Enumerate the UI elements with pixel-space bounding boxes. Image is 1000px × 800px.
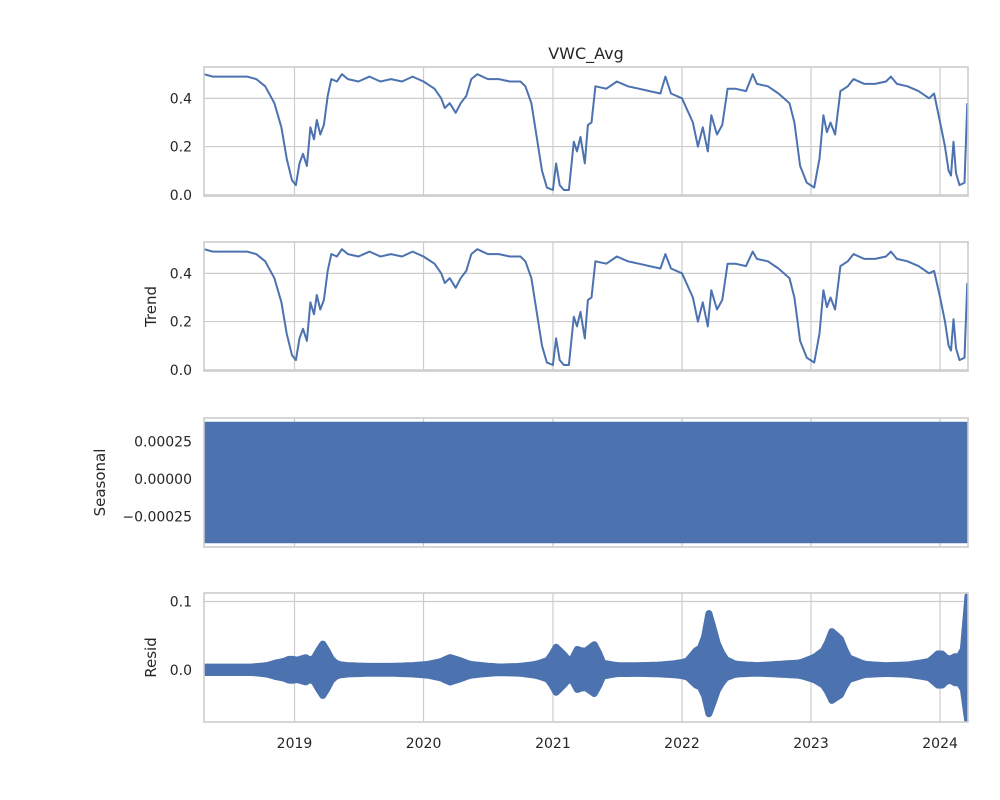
trend-ylabel: Trend (142, 286, 160, 328)
panel-resid: 0.1 0.0 Resid 2019 2020 2021 2022 2023 2024 (142, 592, 969, 752)
observed-ytick-label: 0.2 (170, 140, 192, 156)
xtick-label-2023: 2023 (793, 736, 829, 752)
trend-ytick-label: 0.0 (170, 363, 192, 379)
xtick-label-2020: 2020 (406, 736, 442, 752)
observed-series-line (204, 73, 968, 191)
observed-title: VWC_Avg (548, 44, 624, 64)
resid-ytick-label: 0.0 (170, 663, 192, 679)
seasonal-ylabel: Seasonal (91, 449, 109, 517)
resid-series-markers (204, 593, 968, 722)
trend-ytick-label: 0.2 (170, 315, 192, 331)
seasonal-ytick-label: 0.00000 (134, 472, 192, 488)
observed-ytick-label: 0.0 (170, 188, 192, 204)
panel-trend: 0.0 0.2 0.4 Trend (142, 241, 969, 379)
xtick-label-2024: 2024 (922, 736, 958, 752)
trend-series-line (204, 248, 968, 366)
seasonal-ytick-label: −0.00025 (122, 509, 192, 525)
xtick-label-2019: 2019 (277, 736, 313, 752)
resid-frame (203, 592, 969, 723)
seasonal-frame (203, 417, 969, 548)
seasonal-series-band (204, 421, 968, 544)
panel-observed: 0.0 0.2 0.4 VWC_Avg (170, 44, 969, 204)
seasonal-ytick-label: 0.00025 (134, 434, 192, 450)
panel-seasonal: 0.00025 0.00000 −0.00025 Seasonal (91, 417, 969, 548)
trend-frame (203, 241, 969, 372)
trend-ytick-label: 0.4 (170, 266, 192, 282)
resid-zero-band (204, 664, 968, 675)
observed-frame (203, 66, 969, 197)
xtick-label-2022: 2022 (664, 736, 700, 752)
xtick-label-2021: 2021 (535, 736, 571, 752)
resid-ytick-label: 0.1 (170, 595, 192, 611)
observed-ytick-label: 0.4 (170, 91, 192, 107)
resid-ylabel: Resid (142, 637, 160, 677)
